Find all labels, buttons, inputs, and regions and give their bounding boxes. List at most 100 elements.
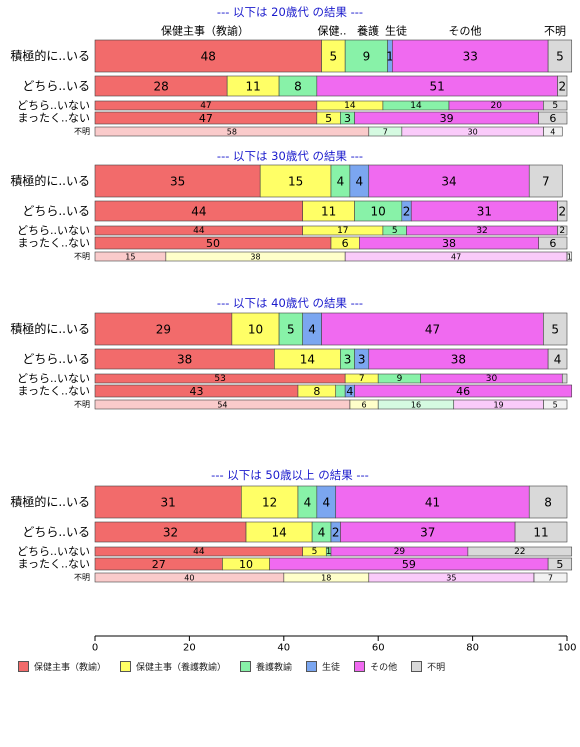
segment-value-label: 8 (544, 496, 552, 510)
segment-value-label: 30 (486, 374, 498, 384)
legend-item: 養護教諭 (240, 660, 292, 673)
segment-value-label: 4 (554, 353, 562, 367)
segment-value-label: 34 (441, 175, 456, 189)
segment-value-label: 11 (321, 205, 336, 219)
segment-value-label: 20 (490, 101, 502, 111)
segment-value-label: 58 (227, 128, 237, 137)
segment-value-label: 6 (342, 237, 349, 250)
segment-value-label: 4 (318, 526, 326, 540)
segment-value-label: 44 (193, 226, 205, 236)
bar-segment (547, 39, 573, 73)
bar-segment (354, 384, 573, 398)
segment-value-label: 2 (403, 205, 411, 219)
bar-segment (538, 236, 568, 250)
bar-segment (543, 100, 568, 111)
legend-swatch (354, 661, 366, 672)
legend-item: その他 (354, 660, 397, 673)
legend-label: 保健主事（教諭） (34, 663, 107, 673)
segment-value-label: 5 (312, 547, 318, 557)
bar-segment (561, 373, 568, 384)
segment-value-label: 5 (556, 558, 563, 571)
x-tick-label: 40 (277, 643, 290, 654)
row-category-label: どちら..いる (22, 204, 90, 218)
segment-value-label: 6 (361, 401, 366, 410)
row-category-label: 積極的に..いる (10, 48, 90, 63)
segment-value-label: 1 (567, 253, 572, 262)
segment-value-label: 30 (468, 128, 478, 137)
row-category-label: どちら..いない (17, 99, 90, 112)
legend-item: 保健主事（教諭） (18, 660, 106, 673)
row-category-label: どちら..いる (22, 79, 90, 93)
segment-value-label: 2 (558, 205, 566, 219)
legend-label: その他 (370, 663, 398, 673)
legend-label: 保健主事（養護教諭） (136, 663, 227, 673)
segment-value-label: 43 (189, 385, 203, 398)
bar-segment (528, 485, 568, 519)
legend-swatch (18, 661, 29, 672)
segment-value-label: 11 (245, 80, 260, 94)
segment-value-label: 48 (201, 50, 216, 64)
segment-value-label: 15 (125, 253, 135, 262)
segment-value-label: 4 (355, 175, 363, 189)
bar-segment (543, 399, 568, 410)
chart-legend: 保健主事（教諭） 保健主事（養護教諭） 養護教諭 生徒 その他 不明 (18, 660, 445, 673)
row-category-label: 積極的に..いる (10, 494, 90, 509)
row-category-label: どちら..いる (22, 525, 90, 539)
segment-value-label: 12 (262, 496, 277, 510)
segment-value-label: 29 (394, 547, 406, 557)
segment-value-label: 22 (514, 547, 525, 557)
segment-value-label: 37 (420, 526, 435, 540)
segment-value-label: 1 (326, 547, 332, 557)
bar-segment (528, 164, 563, 198)
row-category-label: どちら..いない (17, 224, 90, 237)
segment-value-label: 38 (177, 353, 192, 367)
legend-swatch (120, 661, 132, 672)
segment-value-label: 31 (161, 496, 176, 510)
bar-segment (392, 39, 549, 73)
segment-value-label: 41 (425, 496, 440, 510)
x-tick-label: 60 (372, 643, 385, 654)
row-category-label: どちら..いない (17, 545, 90, 558)
segment-value-label: 4 (346, 385, 353, 398)
segment-value-label: 4 (322, 496, 330, 510)
legend-swatch (411, 661, 423, 672)
row-category-label: 不明 (74, 400, 90, 409)
legend-item: 保健主事（養護教諭） (120, 660, 226, 673)
bar-segment (335, 384, 346, 398)
segment-value-label: 47 (451, 253, 461, 262)
segment-value-label: 40 (184, 574, 194, 583)
bar-segment (547, 348, 568, 370)
segment-value-label: 15 (288, 175, 303, 189)
bar-segment (566, 251, 573, 262)
bar-segment (543, 312, 568, 346)
segment-value-label: 50 (206, 237, 220, 250)
row-category-label: どちら..いる (22, 352, 90, 366)
panel-title: --- 以下は 40歳代 の結果 --- (217, 296, 363, 310)
column-header-label: 不明 (544, 25, 566, 38)
legend-swatch (306, 661, 318, 672)
segment-value-label: 11 (533, 526, 548, 540)
segment-value-label: 6 (549, 112, 556, 125)
legend-label: 不明 (427, 663, 446, 673)
segment-value-label: 17 (337, 226, 348, 236)
bar-segment (533, 572, 568, 583)
segment-value-label: 18 (321, 574, 331, 583)
segment-value-label: 9 (363, 50, 371, 64)
legend-item: 生徒 (306, 660, 340, 673)
segment-value-label: 38 (451, 353, 466, 367)
segment-value-label: 8 (294, 80, 302, 94)
segment-value-label: 3 (358, 353, 366, 367)
segment-value-label: 8 (313, 385, 320, 398)
column-header-label: 保健.. (318, 24, 347, 38)
panel-title: --- 以下は 30歳代 の結果 --- (217, 149, 363, 163)
segment-value-label: 38 (442, 237, 456, 250)
segment-value-label: 33 (463, 50, 478, 64)
bar-segment (557, 75, 568, 97)
column-header-label: 生徒 (385, 24, 407, 38)
segment-value-label: 31 (477, 205, 492, 219)
segment-value-label: 2 (332, 526, 340, 540)
segment-value-label: 4 (550, 128, 555, 137)
row-category-label: まったく..ない (17, 558, 90, 571)
x-tick-label: 80 (466, 643, 479, 654)
row-category-label: どちら..いない (17, 372, 90, 385)
